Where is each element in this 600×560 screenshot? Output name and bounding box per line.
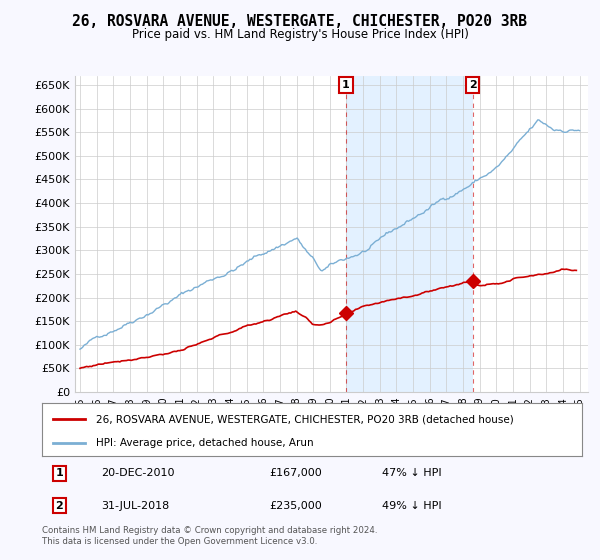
Text: £235,000: £235,000	[269, 501, 322, 511]
Text: 2: 2	[469, 80, 476, 90]
Text: 47% ↓ HPI: 47% ↓ HPI	[382, 468, 442, 478]
Text: 31-JUL-2018: 31-JUL-2018	[101, 501, 170, 511]
Text: 26, ROSVARA AVENUE, WESTERGATE, CHICHESTER, PO20 3RB: 26, ROSVARA AVENUE, WESTERGATE, CHICHEST…	[73, 14, 527, 29]
Text: 1: 1	[56, 468, 63, 478]
Bar	[346, 76, 473, 392]
Text: 2: 2	[56, 501, 63, 511]
Text: Contains HM Land Registry data © Crown copyright and database right 2024.
This d: Contains HM Land Registry data © Crown c…	[42, 526, 377, 546]
Text: 1: 1	[342, 80, 350, 90]
Text: 49% ↓ HPI: 49% ↓ HPI	[382, 501, 442, 511]
Text: 26, ROSVARA AVENUE, WESTERGATE, CHICHESTER, PO20 3RB (detached house): 26, ROSVARA AVENUE, WESTERGATE, CHICHEST…	[96, 414, 514, 424]
Text: £167,000: £167,000	[269, 468, 322, 478]
Text: Price paid vs. HM Land Registry's House Price Index (HPI): Price paid vs. HM Land Registry's House …	[131, 28, 469, 41]
Text: HPI: Average price, detached house, Arun: HPI: Average price, detached house, Arun	[96, 438, 314, 448]
Text: 20-DEC-2010: 20-DEC-2010	[101, 468, 175, 478]
